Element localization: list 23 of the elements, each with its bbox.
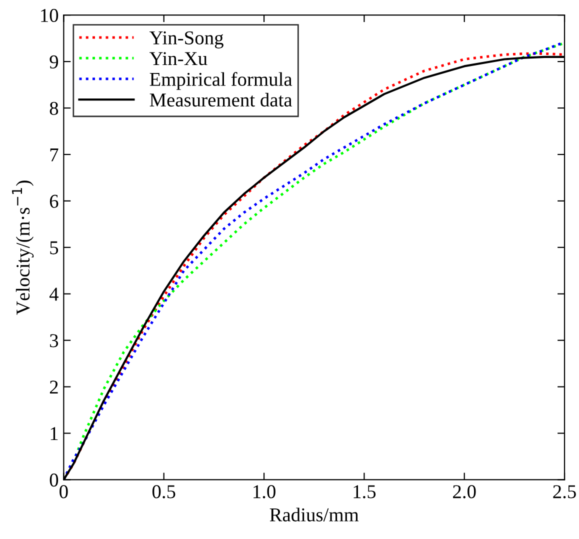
x-axis-title: Radius/mm [270, 508, 359, 522]
legend-label: Yin-Xu [149, 52, 208, 66]
legend-label: Empirical formula [150, 72, 292, 90]
x-tick-label: 0 [60, 485, 68, 498]
y-tick-label: 2 [50, 380, 58, 394]
y-tick-label: 9 [50, 55, 58, 68]
y-tick-label: 7 [50, 148, 58, 162]
x-tick-label: 0.5 [152, 485, 176, 498]
y-tick-label: 5 [50, 241, 58, 254]
x-tick-label: 1.0 [254, 485, 276, 498]
y-tick-label: 10 [41, 8, 58, 22]
y-tick-label: 0 [50, 474, 58, 487]
x-tick-label: 2.5 [553, 485, 576, 498]
y-tick-label: 1 [50, 427, 58, 440]
legend-label: Measurement data [150, 92, 292, 107]
y-tick-label: 6 [50, 194, 58, 208]
x-tick-label: 1.5 [354, 485, 376, 498]
legend-label: Yin-Song [149, 31, 224, 48]
y-axis-title: Velocity/(m·s$^{−1}$) [12, 180, 34, 315]
y-tick-label: 8 [50, 102, 58, 115]
y-tick-label: 3 [50, 334, 58, 348]
y-tick-label: 4 [49, 288, 59, 301]
x-tick-label: 2.0 [453, 485, 476, 498]
